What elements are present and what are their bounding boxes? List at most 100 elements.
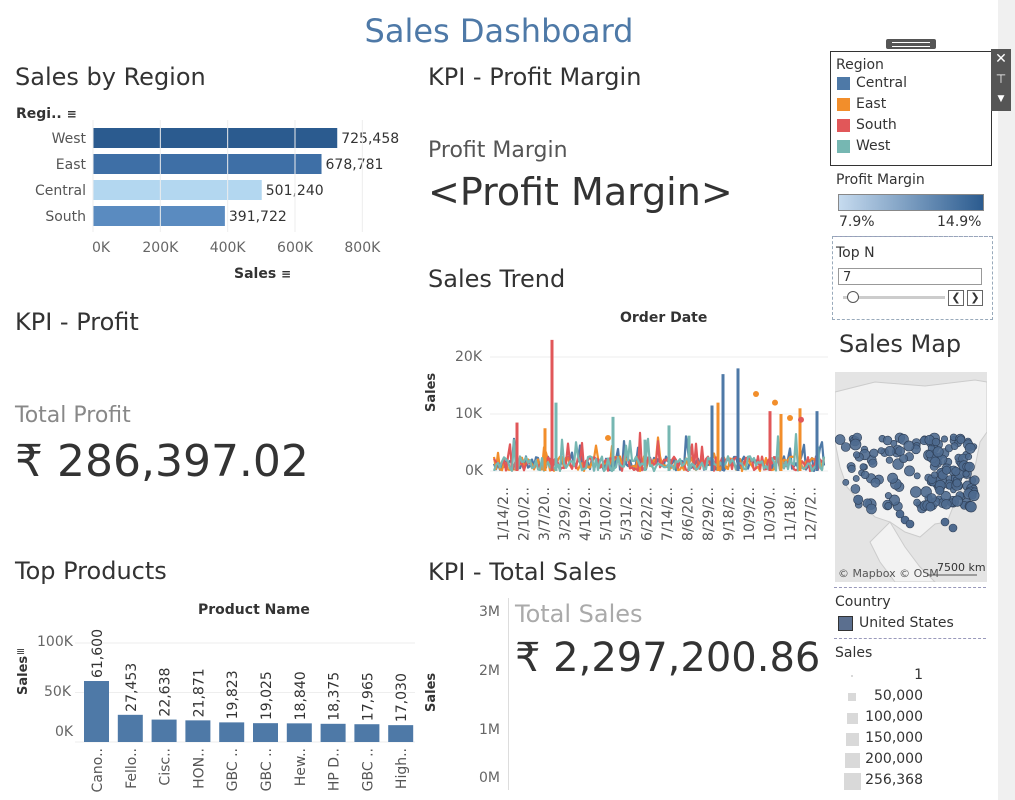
map-point[interactable]: [842, 479, 850, 486]
product-bar[interactable]: [185, 720, 211, 742]
map-point[interactable]: [913, 498, 921, 507]
map-point[interactable]: [895, 446, 905, 456]
map-point[interactable]: [853, 451, 861, 459]
map-point[interactable]: [884, 445, 896, 457]
map-point[interactable]: [885, 456, 894, 464]
sort-icon[interactable]: ≡: [16, 645, 26, 658]
map-point[interactable]: [962, 470, 970, 478]
region-bar-value: 678,781: [326, 157, 384, 173]
region-bar[interactable]: [93, 180, 262, 200]
scrollbar[interactable]: [998, 0, 1015, 800]
chevron-right-icon[interactable]: ❯: [967, 290, 983, 306]
trend-point[interactable]: [605, 434, 611, 441]
trend-point[interactable]: [798, 416, 804, 423]
map-point[interactable]: [930, 456, 941, 467]
map-point[interactable]: [931, 471, 939, 479]
region-column-header[interactable]: Regi.. ≡: [16, 106, 77, 122]
map-point[interactable]: [941, 499, 952, 510]
map-point[interactable]: [884, 501, 893, 510]
product-bar[interactable]: [219, 722, 245, 742]
product-bar[interactable]: [320, 723, 346, 742]
map-point[interactable]: [925, 502, 936, 512]
sort-icon[interactable]: ≡: [281, 267, 292, 281]
map-point[interactable]: [890, 440, 898, 447]
map-point[interactable]: [887, 472, 898, 484]
region-legend-item[interactable]: West: [837, 136, 991, 157]
map-point[interactable]: [951, 466, 961, 476]
map-point[interactable]: [956, 435, 966, 444]
map-point[interactable]: [935, 486, 945, 496]
map-point[interactable]: [835, 434, 846, 445]
map-point[interactable]: [868, 458, 878, 468]
map-point[interactable]: [940, 517, 950, 527]
map-point[interactable]: [847, 464, 856, 473]
map-point[interactable]: [969, 475, 980, 486]
map-point[interactable]: [905, 519, 915, 529]
chevron-left-icon[interactable]: ❮: [948, 290, 964, 306]
map-point[interactable]: [948, 523, 958, 533]
region-legend-item[interactable]: East: [837, 94, 991, 115]
product-bar[interactable]: [151, 719, 177, 742]
topn-slider-thumb[interactable]: [847, 291, 859, 303]
map-point[interactable]: [964, 461, 975, 473]
region-legend-item[interactable]: Central: [837, 73, 991, 94]
region-legend-item[interactable]: South: [837, 115, 991, 136]
map-point[interactable]: [882, 435, 893, 446]
topn-input[interactable]: 7: [838, 268, 982, 285]
map-point[interactable]: [840, 442, 851, 452]
country-legend-item[interactable]: United States: [838, 615, 954, 631]
map-point[interactable]: [931, 437, 940, 447]
map-point[interactable]: [860, 470, 870, 480]
region-bar[interactable]: [93, 128, 338, 148]
pin-icon[interactable]: ⊤: [995, 72, 1007, 86]
map-point[interactable]: [870, 477, 881, 488]
map-point[interactable]: [913, 472, 921, 480]
sort-icon[interactable]: ≡: [66, 107, 77, 121]
map-point[interactable]: [910, 486, 922, 498]
legend-swatch: [837, 97, 850, 111]
map-point[interactable]: [951, 495, 963, 507]
map-point[interactable]: [899, 454, 908, 463]
map-point[interactable]: [859, 463, 867, 471]
map-point[interactable]: [925, 450, 934, 459]
product-bar[interactable]: [388, 725, 414, 742]
map-point[interactable]: [850, 484, 861, 494]
trend-point[interactable]: [753, 391, 759, 398]
region-legend[interactable]: Region Central East South West: [830, 51, 992, 166]
map-point[interactable]: [903, 440, 915, 452]
map-point[interactable]: [852, 475, 860, 482]
dropdown-icon[interactable]: ▼: [997, 94, 1005, 104]
product-bar[interactable]: [84, 681, 109, 742]
map-point[interactable]: [877, 447, 885, 455]
map-point[interactable]: [884, 492, 892, 500]
map-point[interactable]: [866, 503, 877, 515]
trend-point[interactable]: [772, 399, 778, 406]
map-point[interactable]: [853, 494, 864, 505]
product-bar[interactable]: [286, 723, 312, 742]
map-point[interactable]: [895, 509, 905, 519]
map-point[interactable]: [968, 489, 980, 502]
region-bar[interactable]: [93, 154, 322, 174]
region-bar[interactable]: [93, 206, 225, 226]
map-point[interactable]: [849, 438, 862, 451]
topn-slider-track[interactable]: [843, 296, 945, 299]
sales-map[interactable]: [835, 372, 987, 582]
map-point[interactable]: [952, 478, 962, 488]
product-bar[interactable]: [117, 714, 143, 742]
map-point[interactable]: [965, 453, 973, 461]
product-bar[interactable]: [253, 723, 278, 742]
map-point[interactable]: [941, 435, 949, 443]
map-point[interactable]: [932, 446, 944, 458]
map-point[interactable]: [926, 493, 937, 503]
map-point[interactable]: [904, 465, 915, 477]
map-point[interactable]: [869, 448, 879, 458]
total-profit-label: Total Profit: [15, 403, 131, 428]
map-point[interactable]: [950, 442, 959, 450]
map-point[interactable]: [965, 501, 977, 513]
close-icon[interactable]: ✕: [995, 51, 1007, 67]
trend-point[interactable]: [787, 414, 793, 421]
map-point[interactable]: [942, 465, 951, 475]
product-bar[interactable]: [354, 724, 380, 742]
drag-handle[interactable]: [886, 39, 936, 49]
map-point[interactable]: [964, 442, 976, 454]
